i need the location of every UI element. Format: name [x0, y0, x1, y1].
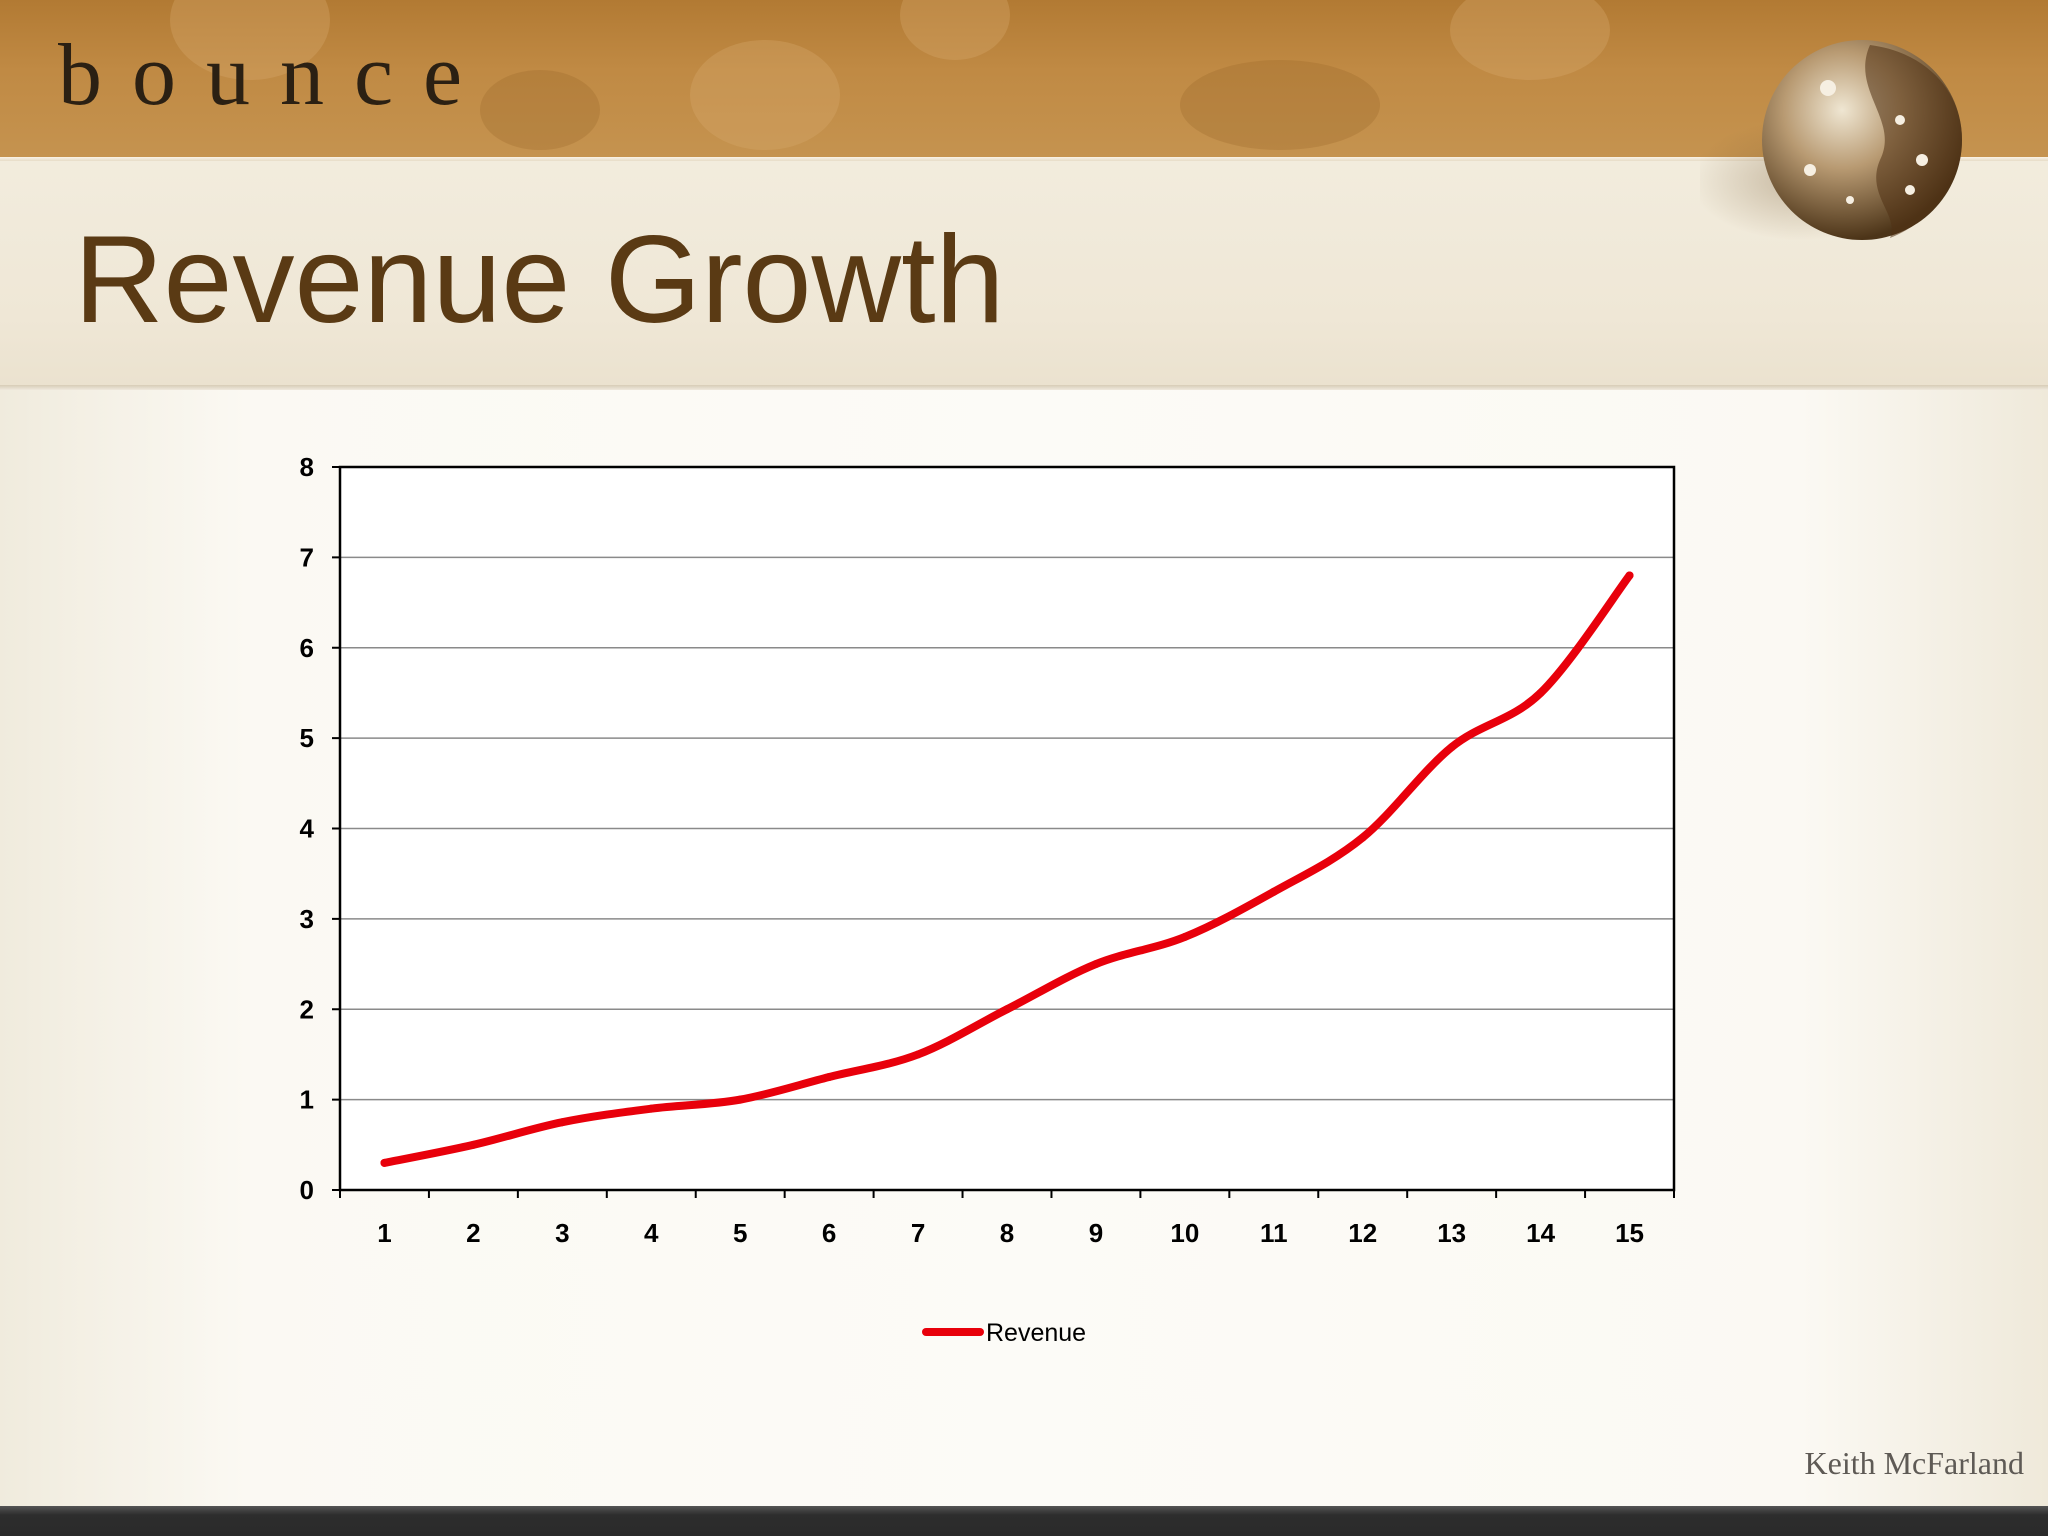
data-point — [1180, 932, 1189, 941]
x-tick-label: 4 — [644, 1218, 659, 1248]
brand-logo: bounce — [58, 27, 493, 124]
x-tick-label: 1 — [377, 1218, 391, 1248]
slide-title: Revenue Growth — [74, 211, 1005, 349]
y-tick-label: 5 — [300, 723, 314, 753]
data-point — [825, 1073, 834, 1082]
data-point — [558, 1118, 567, 1127]
x-tick-label: 9 — [1089, 1218, 1103, 1248]
y-tick-label: 6 — [300, 633, 314, 663]
x-tick-label: 13 — [1437, 1218, 1466, 1248]
data-point — [1625, 571, 1634, 580]
x-tick-label: 10 — [1170, 1218, 1199, 1248]
data-point — [1358, 833, 1367, 842]
data-point — [1447, 743, 1456, 752]
data-point — [1536, 688, 1545, 697]
y-tick-label: 0 — [300, 1175, 314, 1205]
globe-icon — [1700, 40, 1962, 240]
header-divider — [0, 157, 2048, 161]
title-divider — [0, 385, 2048, 390]
x-tick-label: 6 — [822, 1218, 836, 1248]
data-point — [647, 1104, 656, 1113]
y-tick-label: 4 — [300, 814, 315, 844]
data-point — [469, 1140, 478, 1149]
y-tick-label: 2 — [300, 994, 314, 1024]
x-tick-label: 12 — [1348, 1218, 1377, 1248]
y-tick-label: 1 — [300, 1085, 314, 1115]
x-tick-label: 8 — [1000, 1218, 1014, 1248]
bottom-bar — [0, 1506, 2048, 1536]
x-tick-label: 7 — [911, 1218, 925, 1248]
data-point — [914, 1050, 923, 1059]
y-tick-label: 8 — [300, 452, 314, 482]
x-tick-label: 15 — [1615, 1218, 1644, 1248]
data-point — [736, 1095, 745, 1104]
author-credit: Keith McFarland — [1804, 1445, 2025, 1481]
header-band — [0, 0, 2048, 157]
data-point — [1003, 1005, 1011, 1014]
x-tick-label: 14 — [1526, 1218, 1555, 1248]
legend-label: Revenue — [986, 1319, 1086, 1347]
y-tick-label: 7 — [300, 542, 314, 572]
y-tick-label: 3 — [300, 904, 314, 934]
data-point — [380, 1158, 389, 1167]
data-point — [1091, 960, 1100, 969]
x-tick-label: 3 — [555, 1218, 569, 1248]
x-tick-label: 2 — [466, 1218, 480, 1248]
x-tick-label: 11 — [1260, 1218, 1288, 1248]
x-tick-label: 5 — [733, 1218, 747, 1248]
data-point — [1269, 887, 1278, 896]
